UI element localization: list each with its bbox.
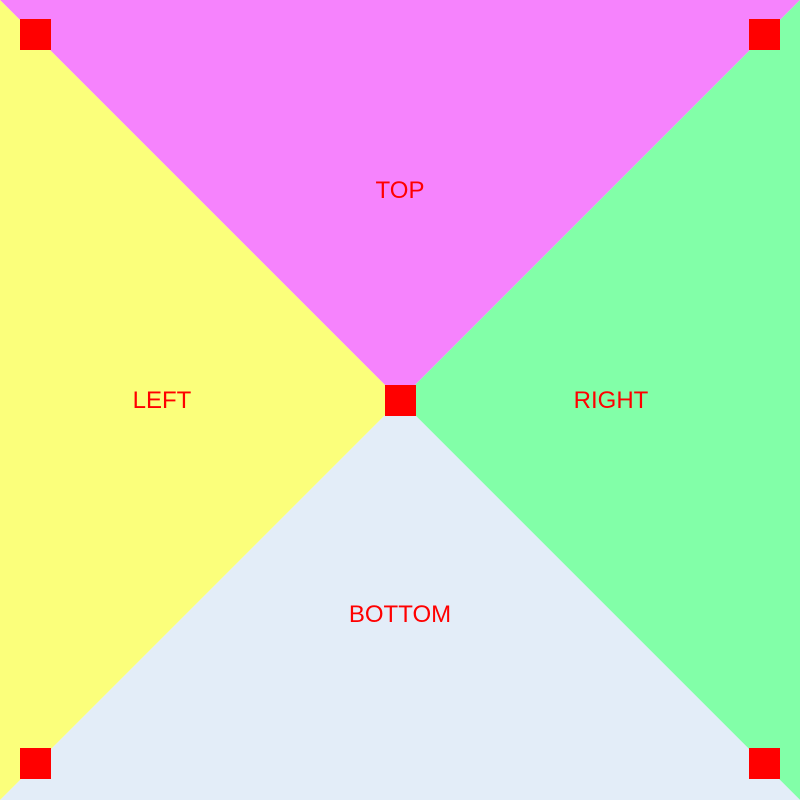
marker-center bbox=[385, 385, 416, 416]
marker-top-right bbox=[749, 19, 780, 50]
top-region bbox=[0, 0, 800, 400]
marker-top-left bbox=[20, 19, 51, 50]
top-label: TOP bbox=[375, 177, 425, 204]
left-label: LEFT bbox=[132, 387, 192, 414]
right-region bbox=[400, 0, 800, 800]
left-region bbox=[0, 0, 400, 800]
bottom-label: BOTTOM bbox=[348, 601, 452, 628]
marker-bottom-right bbox=[749, 748, 780, 779]
marker-bottom-left bbox=[20, 748, 51, 779]
bottom-region bbox=[0, 400, 800, 800]
right-label: RIGHT bbox=[573, 387, 649, 414]
